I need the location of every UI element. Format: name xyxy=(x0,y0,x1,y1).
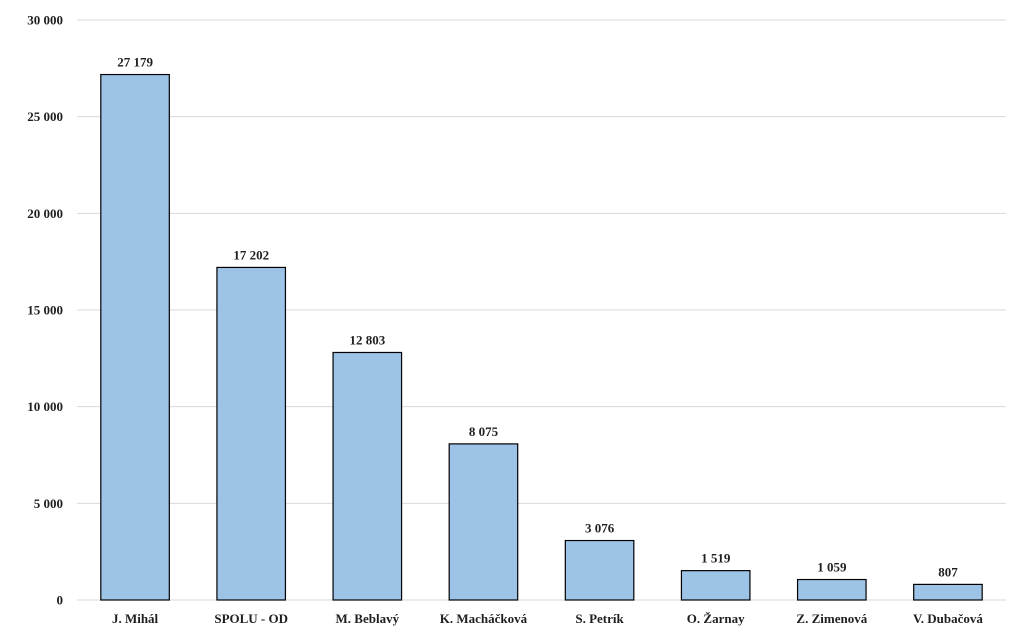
x-category-label: SPOLU - OD xyxy=(214,611,288,626)
data-label: 8 075 xyxy=(469,424,499,439)
bar xyxy=(100,73,170,601)
data-labels: 27 179 17 202 12 803 8 075 3 076 1 519 1 059 80… xyxy=(117,55,958,580)
data-label: 17 202 xyxy=(233,247,269,262)
bar xyxy=(680,570,751,601)
x-category-label: Z. Zimenová xyxy=(796,611,867,626)
data-label: 27 179 xyxy=(117,55,153,70)
x-category-label: S. Petrík xyxy=(575,611,624,626)
x-category-label: V. Dubačová xyxy=(913,611,983,626)
y-tick-label: 0 xyxy=(57,593,64,608)
y-tick-label: 30 000 xyxy=(27,13,63,28)
y-axis-ticks: 0 5 000 10 000 15 000 20 000 25 000 30 000 xyxy=(27,13,63,608)
bar xyxy=(564,539,635,601)
data-label: 807 xyxy=(938,564,958,579)
bars xyxy=(100,73,983,601)
bar xyxy=(796,578,867,601)
y-tick-label: 15 000 xyxy=(27,303,63,318)
x-category-label: M. Beblavý xyxy=(336,611,400,626)
data-label: 1 519 xyxy=(701,551,731,566)
bar xyxy=(332,351,403,601)
y-tick-label: 10 000 xyxy=(27,399,63,414)
y-tick-label: 20 000 xyxy=(27,206,63,221)
data-label: 1 059 xyxy=(817,560,847,575)
y-tick-label: 25 000 xyxy=(27,109,63,124)
x-category-label: J. Mihál xyxy=(112,611,159,626)
x-axis-categories: J. Mihál SPOLU - OD M. Beblavý K. Macháčkov… xyxy=(112,611,983,626)
bar xyxy=(216,266,287,601)
x-category-label: O. Žarnay xyxy=(687,611,745,626)
y-tick-label: 5 000 xyxy=(34,496,63,511)
bar xyxy=(913,583,983,601)
data-label: 3 076 xyxy=(585,521,615,536)
data-label: 12 803 xyxy=(349,332,385,347)
bar xyxy=(448,443,519,601)
x-category-label: K. Macháčková xyxy=(440,611,528,626)
